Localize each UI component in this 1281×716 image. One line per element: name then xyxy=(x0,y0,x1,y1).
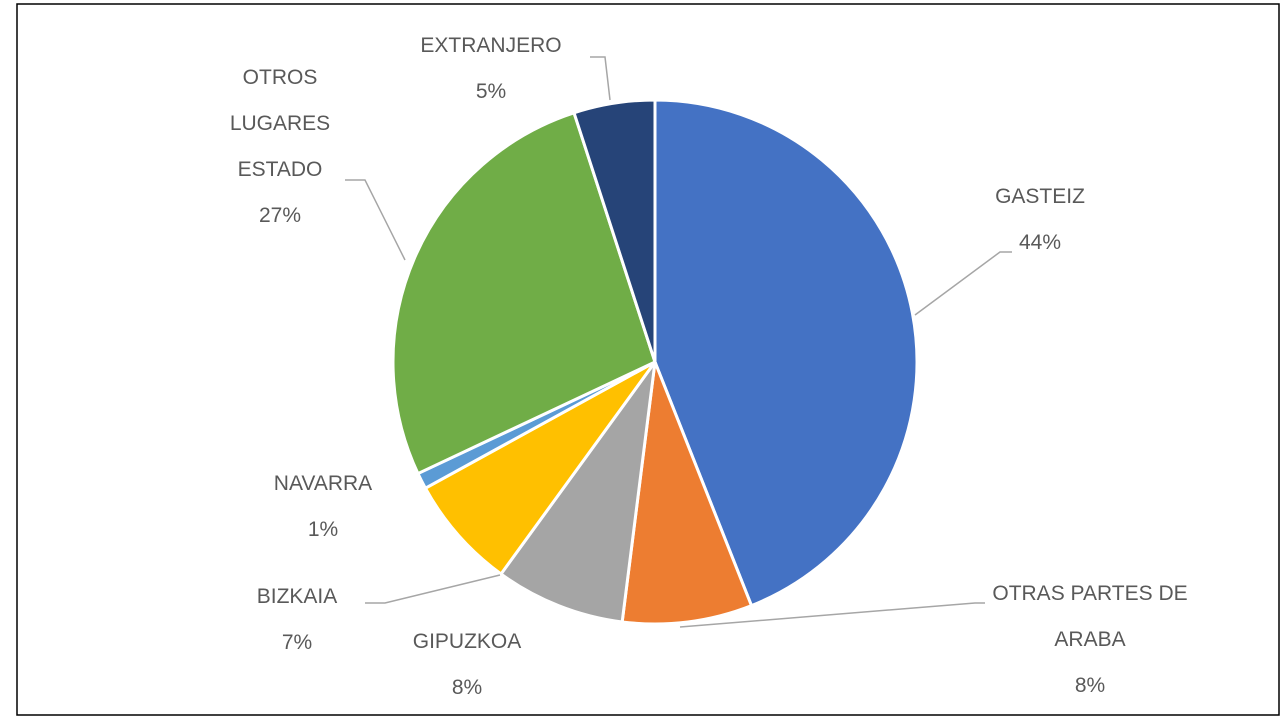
data-label: GASTEIZ 44% xyxy=(940,174,1140,266)
pie-slice xyxy=(620,361,754,626)
data-label: EXTRANJERO 5% xyxy=(391,23,591,115)
leader-line xyxy=(365,574,501,604)
label-category: GIPUZKOA xyxy=(412,630,522,653)
label-category: OTRAS PARTES DE ARABA xyxy=(992,582,1188,651)
data-label: OTROS LUGARES ESTADO 27% xyxy=(210,55,350,239)
label-value: 7% xyxy=(281,631,313,654)
pie-slice xyxy=(498,361,657,624)
label-category: NAVARRA xyxy=(273,472,373,495)
leader-line xyxy=(345,179,406,261)
chart-frame xyxy=(16,3,1280,716)
data-label: NAVARRA 1% xyxy=(223,461,423,553)
label-value: 8% xyxy=(451,676,483,699)
label-value: 5% xyxy=(475,80,507,103)
leader-line xyxy=(679,602,985,628)
data-label: GIPUZKOA 8% xyxy=(367,619,567,711)
data-label: BIZKAIA 7% xyxy=(197,574,397,666)
label-category: BIZKAIA xyxy=(256,585,338,608)
label-value: 1% xyxy=(307,518,339,541)
label-category: EXTRANJERO xyxy=(420,34,562,57)
pie-slice xyxy=(391,110,657,476)
leader-line xyxy=(590,56,611,101)
pie-slice xyxy=(572,98,657,363)
label-value: 8% xyxy=(1074,674,1106,697)
label-category: OTROS LUGARES ESTADO xyxy=(229,66,331,181)
label-value: 44% xyxy=(1018,231,1062,254)
leader-line xyxy=(914,251,1012,316)
pie-slice xyxy=(423,360,657,577)
label-category: GASTEIZ xyxy=(995,185,1085,208)
pie-slice xyxy=(653,98,919,608)
data-label: OTRAS PARTES DE ARABA 8% xyxy=(990,571,1190,709)
label-value: 27% xyxy=(258,204,302,227)
